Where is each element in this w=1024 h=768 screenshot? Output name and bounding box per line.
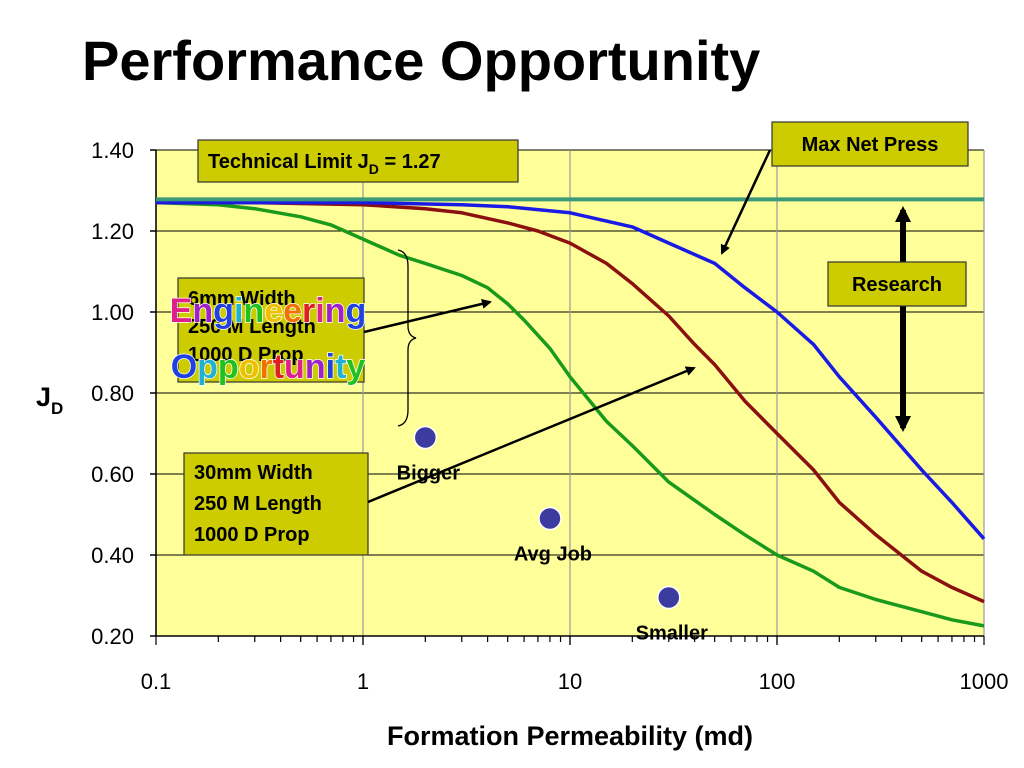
technical-limit-value: = 1.27: [379, 151, 441, 173]
technical-limit-sub: D: [369, 161, 379, 177]
wordart-letter: E: [170, 292, 193, 330]
job-marker: [538, 506, 562, 531]
wordart-letter: y: [346, 348, 365, 386]
wordart-letter: t: [335, 348, 346, 386]
job-marker-label: Smaller: [636, 623, 708, 645]
wordart-letter: o: [239, 348, 260, 386]
box-30mm-line: 250 M Length: [194, 493, 322, 515]
box-30mm-line: 1000 D Prop: [194, 524, 310, 546]
y-tick-label: 0.60: [91, 462, 134, 487]
wordart-letter: r: [259, 348, 272, 386]
wordart-letter: g: [346, 292, 367, 330]
wordart-letter: O: [171, 348, 197, 386]
box-30mm-arrow: [367, 366, 696, 504]
y-tick-label: 0.40: [91, 543, 134, 568]
technical-limit-text: Technical Limit JD = 1.27: [208, 151, 441, 177]
job-marker-label: Bigger: [397, 463, 461, 485]
y-tick-label: 1.00: [91, 300, 134, 325]
y-tick-label: 0.80: [91, 381, 134, 406]
wordart-letter: n: [192, 292, 213, 330]
series-line-2: [156, 200, 985, 604]
y-axis-title: JD: [36, 382, 63, 418]
box-6mm: [177, 277, 365, 383]
y-tick-label: 1.20: [91, 219, 134, 244]
wordart-letter: i: [326, 348, 335, 386]
wordart-letter: p: [197, 348, 218, 386]
job-marker: [657, 585, 681, 610]
x-tick-label: 100: [759, 669, 796, 694]
wordart-letter: g: [213, 292, 234, 330]
y-axis-title-main: J: [36, 382, 51, 412]
axes: 1.40 1.20 1.00 0.80 0.60 0.40 0.20 0.1 1 10 100 100…: [36, 138, 1008, 751]
wordart-letter: n: [325, 292, 346, 330]
wordart-letter: p: [218, 348, 239, 386]
y-tick-label: 1.40: [91, 138, 134, 163]
job-marker: [413, 425, 438, 450]
wordart-line-1: Engineering: [170, 292, 367, 330]
wordart-letter: r: [302, 292, 315, 330]
range-brace: [397, 249, 417, 427]
job-marker-label: Avg Job: [514, 544, 592, 566]
box-6mm-line: 1000 D Prop: [188, 344, 304, 366]
annotations: Technical Limit JD = 1.27 Max Net Press Re…: [169, 121, 969, 556]
max-net-press-label: Max Net Press: [802, 134, 939, 156]
wordart-letter: u: [284, 348, 305, 386]
wordart-letter: e: [264, 292, 283, 330]
box-6mm-line: 6mm Width: [188, 288, 296, 310]
box-6mm-arrow: [363, 298, 492, 334]
series-line-1: [155, 200, 985, 628]
x-tick-label: 1000: [960, 669, 1009, 694]
x-tick-label: 1: [357, 669, 369, 694]
research-label: Research: [852, 274, 942, 296]
wordart-line-2: Opportunity: [171, 348, 366, 386]
x-tick-label: 0.1: [141, 669, 172, 694]
technical-limit-box: [197, 139, 519, 183]
job-markers: Bigger Avg Job Smaller: [397, 425, 708, 645]
x-tick-label: 10: [558, 669, 582, 694]
y-axis-title-sub: D: [51, 399, 63, 418]
max-net-press-arrow: [720, 149, 772, 255]
wordart-letter: i: [315, 292, 324, 330]
y-tick-label: 0.20: [91, 624, 134, 649]
technical-limit-label: Technical Limit J: [208, 151, 369, 173]
box-30mm-line: 30mm Width: [194, 462, 313, 484]
wordart-letter: e: [283, 292, 302, 330]
research-box: [827, 261, 967, 307]
wordart-letter: n: [305, 348, 326, 386]
x-axis-title: Formation Permeability (md): [387, 721, 753, 751]
page-title: Performance Opportunity: [82, 29, 761, 92]
wordart-letter: i: [234, 292, 243, 330]
max-net-press-box: [771, 121, 969, 167]
box-6mm-line: 250 M Length: [188, 316, 316, 338]
box-30mm: [183, 452, 369, 556]
series-line-3: [156, 200, 986, 540]
wordart-letter: n: [243, 292, 264, 330]
series-lines: [155, 197, 986, 628]
wordart-letter: t: [273, 348, 284, 386]
